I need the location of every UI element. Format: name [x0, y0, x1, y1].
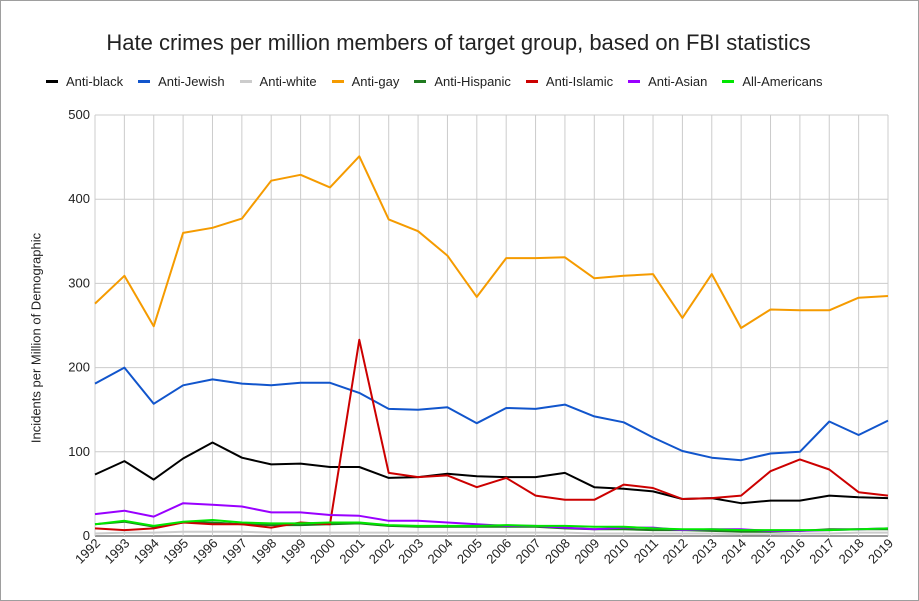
x-tick-label: 2001	[336, 536, 367, 567]
x-tick-label: 2000	[307, 536, 338, 567]
legend-swatch	[722, 79, 735, 83]
y-tick-label: 0	[83, 528, 90, 543]
x-tick-label: 2014	[718, 536, 749, 567]
legend-swatch	[628, 79, 641, 83]
x-tick-label: 2019	[865, 536, 896, 567]
series-line-anti-islamic	[94, 338, 889, 532]
x-tick-label: 2016	[777, 536, 808, 567]
chart-legend: Anti-black Anti-Jewish Anti-white Anti-gay A…	[46, 72, 838, 90]
legend-swatch	[331, 79, 344, 83]
legend-swatch	[46, 79, 58, 83]
legend-item: All-Americans	[722, 72, 823, 90]
series-line-all-americans	[94, 519, 889, 532]
x-tick-label: 2004	[425, 536, 456, 567]
y-tick-label: 100	[68, 444, 90, 459]
x-tick-label: 2003	[395, 536, 426, 567]
x-tick-label: 2011	[631, 536, 661, 566]
series-line-anti-jewish	[94, 366, 889, 462]
legend-item: Anti-gay	[331, 72, 400, 90]
x-tick-label: 2005	[454, 536, 485, 567]
y-tick-label: 500	[68, 107, 90, 122]
chart-title: Hate crimes per million members of targe…	[106, 30, 811, 55]
x-tick-label: 2006	[483, 536, 514, 567]
legend-swatch	[414, 79, 427, 83]
legend-item: Anti-black	[46, 72, 123, 90]
legend-item: Anti-Hispanic	[414, 72, 511, 90]
x-tick-label: 2007	[513, 536, 544, 567]
x-tick-label: 2013	[689, 536, 720, 567]
legend-item: Anti-Asian	[628, 72, 707, 90]
x-tick-label: 1995	[160, 536, 191, 567]
x-tick-label: 1993	[101, 536, 132, 567]
x-tick-label: 1999	[278, 536, 309, 567]
series-line-anti-black	[94, 441, 889, 505]
x-tick-label: 2002	[366, 536, 397, 567]
x-tick-label: 1997	[219, 536, 250, 567]
legend-label: Anti-Hispanic	[434, 73, 511, 89]
x-tick-label: 2018	[836, 536, 867, 567]
legend-swatch	[525, 79, 538, 83]
series-line-anti-gay	[94, 155, 889, 329]
x-tick-label: 2009	[571, 536, 602, 567]
y-tick-label: 300	[68, 275, 90, 290]
x-tick-label: 1994	[131, 536, 162, 567]
legend-label: Anti-black	[66, 73, 124, 89]
x-tick-label: 2012	[659, 536, 690, 567]
y-tick-label: 200	[68, 360, 90, 375]
legend-item: Anti-white	[239, 72, 317, 90]
x-tick-label: 2015	[748, 536, 779, 567]
legend-label: Anti-Jewish	[158, 73, 225, 89]
legend-item: Anti-Islamic	[525, 72, 614, 90]
legend-swatch	[239, 79, 252, 83]
legend-label: All-Americans	[742, 73, 823, 89]
legend-label: Anti-Islamic	[545, 73, 614, 89]
x-tick-label: 1992	[72, 536, 103, 567]
legend-label: Anti-gay	[351, 73, 400, 89]
legend-label: Anti-white	[259, 73, 317, 89]
series-line-anti-white	[94, 530, 888, 536]
x-tick-label: 1998	[248, 536, 279, 567]
x-tick-label: 2010	[601, 536, 632, 567]
legend-item: Anti-Jewish	[138, 72, 225, 90]
y-tick-label: 400	[68, 191, 90, 206]
x-tick-label: 2017	[806, 536, 837, 567]
legend-swatch	[138, 79, 151, 83]
legend-label: Anti-Asian	[648, 73, 708, 89]
x-tick-label: 2008	[542, 536, 573, 567]
x-tick-label: 1996	[190, 536, 221, 567]
